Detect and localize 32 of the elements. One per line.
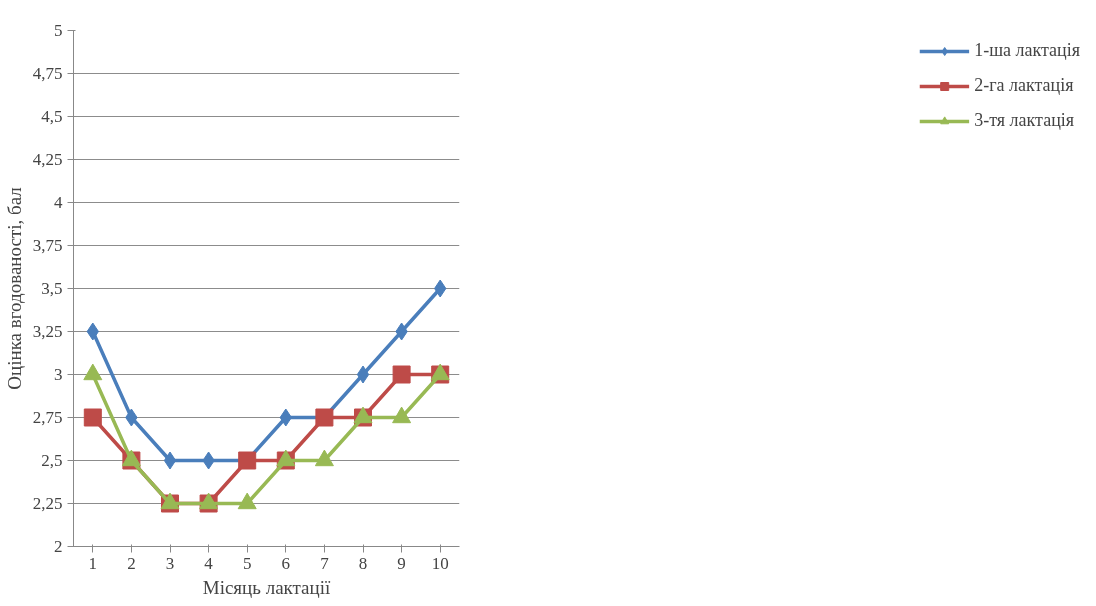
legend-label: 2-га лактація bbox=[974, 75, 1074, 96]
legend-label: 3-тя лактація bbox=[974, 110, 1075, 131]
y-tick-label: 4,75 bbox=[32, 64, 63, 83]
y-tick-label: 3 bbox=[54, 365, 63, 384]
point bbox=[163, 451, 177, 470]
y-tick-label: 3,75 bbox=[32, 236, 63, 255]
y-tick-label: 2,25 bbox=[32, 494, 63, 513]
y-tick-label: 5 bbox=[54, 21, 63, 40]
x-tick-label: 10 bbox=[431, 553, 449, 573]
y-tick-label: 3,25 bbox=[32, 322, 63, 341]
x-tick-label: 6 bbox=[281, 553, 291, 573]
y-tick-label: 3,5 bbox=[41, 279, 63, 298]
x-tick-label: 2 bbox=[127, 553, 136, 573]
x-tick-label: 8 bbox=[358, 553, 368, 573]
x-axis-title: Місяць лактації bbox=[202, 576, 331, 598]
x-tick-label: 7 bbox=[320, 553, 330, 573]
legend-label: 1-ша лактація bbox=[974, 40, 1080, 61]
y-tick-label: 4,5 bbox=[41, 107, 63, 126]
y-tick-label: 4 bbox=[54, 193, 63, 212]
point bbox=[392, 365, 411, 384]
x-tick-label: 3 bbox=[165, 553, 175, 573]
y-tick-label: 4,25 bbox=[32, 150, 63, 169]
x-tick-label: 5 bbox=[242, 553, 252, 573]
point bbox=[356, 365, 370, 384]
y-tick-label: 2,5 bbox=[41, 451, 63, 470]
point bbox=[83, 408, 102, 427]
y-tick-label: 2 bbox=[54, 537, 63, 556]
y-tick-label: 2,75 bbox=[32, 408, 63, 427]
x-tick-label: 9 bbox=[397, 553, 406, 573]
x-tick-label: 1 bbox=[88, 553, 98, 573]
y-axis-title: Оцінка вгодованості, бал bbox=[3, 186, 25, 390]
x-tick-label: 4 bbox=[204, 553, 214, 573]
